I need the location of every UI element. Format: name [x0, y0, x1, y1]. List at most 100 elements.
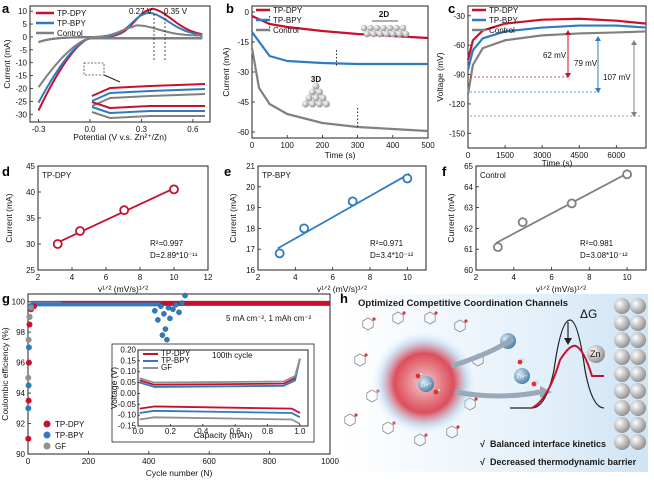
cv-curves: [37, 7, 203, 111]
b-legend-label: Control: [273, 26, 299, 35]
inset-discharge-gf: [139, 416, 301, 425]
tp-bpy-scatter-point: [161, 311, 167, 317]
anode-zn-atom: [614, 383, 630, 399]
e-data-point: [274, 248, 285, 259]
water-oxygen: [433, 389, 439, 395]
f-xtick-label: 4: [512, 273, 517, 282]
zn-atom-2d: [389, 30, 397, 38]
anode-zn-atom: [614, 366, 630, 382]
inset-title: 100th cycle: [212, 351, 253, 360]
oxygen-site: [372, 317, 376, 321]
zn-atom-2d: [367, 24, 374, 32]
f-ytick-label: 64: [464, 183, 473, 192]
b-xtick-label: 0: [250, 141, 255, 150]
tp-dpy-early-point: [25, 397, 32, 404]
d-ytick-label: 45: [26, 162, 35, 171]
inset-charge-gf: [139, 358, 301, 384]
ca-curve-control: [250, 47, 429, 133]
d-data-point: [169, 184, 179, 195]
c-legend-label: Control: [489, 26, 515, 35]
f-data-point: [493, 242, 503, 253]
inset-xtick-label: 1.0: [294, 427, 306, 436]
c-legend-label: TP-BPY: [489, 16, 519, 25]
zn-atom-2d: [396, 30, 403, 38]
a-ytick-label: -20: [15, 84, 27, 93]
tp-bpy-scatter-point: [158, 303, 164, 309]
zn-atom-3d: [312, 82, 320, 90]
tp-dpy-early-point: [26, 321, 33, 328]
axis-ticks-a: -0.3 0.0 0.3 0.6 -30 -25 -20 -15 -10 -5 0 5 10: [15, 7, 199, 134]
e-xtick-label: 6: [330, 273, 335, 282]
framework-ring: [414, 433, 426, 447]
zn-atom-2d: [363, 30, 371, 38]
e-ytick-label: 18: [246, 224, 255, 233]
zinc-anode-wall: [614, 298, 646, 450]
e-ytick-label: 19: [246, 204, 255, 213]
a-ytick-label: -15: [15, 72, 27, 81]
a-ytick-label: -5: [20, 46, 28, 55]
anode-zn-atom: [614, 298, 630, 314]
d-xtick-label: 10: [170, 273, 179, 282]
plot-frame-c: [467, 5, 647, 149]
voltage-curve-tp-dpy: [466, 17, 647, 61]
f-ytick-label: 61: [464, 245, 473, 254]
y-axis-title-f: Current (mA): [446, 193, 456, 242]
anode-zn-atom: [630, 434, 646, 450]
series-label-d: TP-DPY: [42, 171, 72, 180]
d-xtick-label: 8: [138, 273, 143, 282]
panel-c: c 0 1500 3000 4500 6000 -30 -60 -90 -120 -150 Tim…: [435, 1, 647, 168]
inset-y-axis-title: Voltage (V): [109, 367, 119, 409]
f-data-point: [517, 217, 528, 228]
zn-atom-3d: [312, 94, 320, 102]
water-oxygen: [531, 381, 537, 387]
zn-atom-3d: [302, 100, 309, 108]
voltage-curve-control: [466, 30, 647, 95]
y-axis-title-c: Voltage (mV): [435, 52, 445, 101]
b-xtick-label: 400: [386, 141, 400, 150]
inset-curve: [91, 106, 205, 114]
b-ytick-label: -60: [237, 128, 249, 137]
tp-bpy-scatter-point: [182, 292, 188, 299]
f-ytick-label: 65: [464, 162, 473, 171]
inset-curve: [91, 101, 205, 109]
g-ytick-label: 90: [16, 450, 25, 459]
c-ytick-label: -120: [449, 100, 466, 109]
e-xtick-label: 10: [403, 273, 412, 282]
scatter-f: 2 4 6 8 10 60 61 62 63 64 65: [464, 162, 632, 282]
anode-zn-atom: [630, 383, 646, 399]
voltage-curves: [466, 17, 647, 95]
r2-d: R²=0.997: [150, 239, 184, 248]
zn-atom-2d: [370, 30, 377, 38]
inset-discharge-tp-bpy: [139, 409, 301, 419]
tp-bpy-early-point: [25, 405, 32, 412]
deposition-2d-illustration: [360, 20, 410, 38]
overpotential-dpy: 62 mV: [543, 51, 567, 60]
zinc-ions: Zn²⁺Zn²⁺Zn²⁺: [415, 333, 539, 395]
gf-early-point: [25, 374, 32, 381]
c-ytick-label: -30: [453, 12, 465, 21]
inset-ytick-label: 0.20: [120, 346, 136, 355]
b-ytick-label: -45: [237, 98, 249, 107]
label-2d: 2D: [379, 10, 389, 19]
e-xtick-label: 4: [293, 273, 298, 282]
b-xtick-label: 500: [421, 141, 435, 150]
inset-xtick-label: 0.4: [197, 427, 209, 436]
c-xtick-label: 1500: [496, 151, 514, 160]
g-ytick-label: 92: [16, 420, 25, 429]
zn-ion-label: Zn²⁺: [517, 374, 528, 381]
oxygen-site: [354, 413, 358, 417]
dvalue-f: D=3.08*10⁻¹²: [580, 251, 628, 260]
energy-barrier-low: [531, 344, 604, 409]
r2-f: R²=0.981: [580, 239, 614, 248]
c-xtick-label: 4500: [570, 151, 588, 160]
inset-legend-label: GF: [161, 363, 172, 372]
d-data-point: [119, 205, 130, 216]
e-data-point: [402, 173, 413, 184]
overpotential-bpy: 79 mV: [574, 59, 598, 68]
f-xtick-label: 8: [587, 273, 592, 282]
inset-curve: [91, 83, 206, 97]
tp-bpy-early-point: [25, 344, 32, 351]
peak-label-1: 0.35 V: [164, 7, 188, 16]
inset-legend-label: TP-DPY: [161, 349, 191, 358]
anode-zn-atom: [614, 349, 630, 365]
